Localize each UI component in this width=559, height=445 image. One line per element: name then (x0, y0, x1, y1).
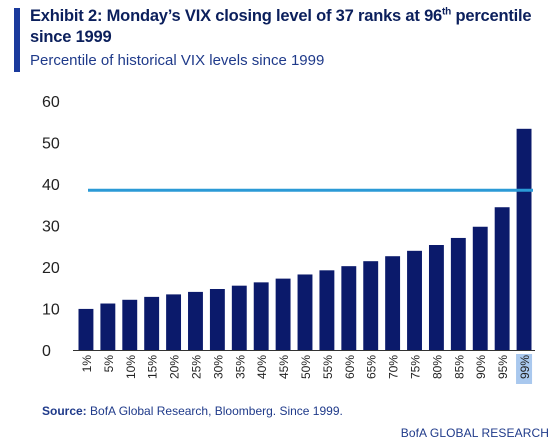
bar (100, 303, 116, 350)
bar (297, 274, 313, 350)
footer-brand: BofA GLOBAL RESEARCH (400, 426, 549, 440)
x-tick-label: 95% (496, 355, 510, 379)
x-tick-label: 45% (277, 355, 291, 379)
x-tick-label: 55% (321, 355, 335, 379)
bar (472, 226, 488, 350)
chart-title: Exhibit 2: Monday’s VIX closing level of… (30, 6, 550, 48)
x-tick-label: 99% (518, 355, 532, 379)
bar (341, 266, 357, 350)
x-tick-label: 5% (102, 355, 116, 373)
chart-subtitle: Percentile of historical VIX levels sinc… (30, 52, 325, 69)
bar (253, 282, 269, 350)
vix-percentile-chart: 0 10 20 30 40 50 60 1% 5% 10% 15% 20% 25% 30% 35% 40% 45… (42, 94, 535, 384)
source-text: BofA Global Research, Bloomberg. Since 1… (86, 404, 343, 418)
x-tick-label: 15% (146, 355, 160, 379)
x-tick-label: 40% (255, 355, 269, 379)
x-tick-label: 35% (233, 355, 247, 379)
title-end: percentile since 1999 (30, 7, 532, 46)
source-label: Source: (42, 404, 87, 418)
bar (231, 285, 247, 350)
bar (166, 294, 182, 350)
bar (363, 261, 379, 350)
x-tick-label: 25% (189, 355, 203, 379)
bar (188, 291, 203, 350)
x-tick-label: 50% (299, 355, 313, 379)
bar (407, 250, 422, 350)
highlight-tick-background (516, 354, 533, 384)
title-main: Exhibit 2: Monday’s VIX closing level of… (30, 7, 443, 25)
bar (385, 256, 401, 350)
bar (516, 128, 532, 350)
y-tick-label: 50 (42, 136, 60, 153)
x-tick-label: 80% (430, 355, 444, 379)
bar (450, 237, 466, 350)
bar (319, 270, 335, 350)
x-tick-label: 30% (211, 355, 225, 379)
x-tick-label: 75% (409, 355, 423, 379)
x-tick-label: 60% (343, 355, 357, 379)
bar (144, 296, 160, 350)
y-tick-label: 10 (42, 302, 60, 319)
title-accent-bar (14, 8, 20, 72)
x-tick-label: 70% (387, 355, 401, 379)
source-note: Source: BofA Global Research, Bloomberg.… (42, 404, 343, 418)
title-superscript: th (442, 6, 452, 18)
y-tick-label: 20 (42, 260, 60, 277)
bar (78, 308, 94, 350)
bar (209, 288, 225, 350)
x-tick-label: 1% (80, 355, 94, 373)
y-tick-label: 30 (42, 219, 60, 236)
bar (122, 299, 138, 350)
x-tick-label: 65% (365, 355, 379, 379)
x-tick-label: 85% (452, 355, 466, 379)
y-tick-label: 60 (42, 94, 60, 111)
x-tick-label: 90% (474, 355, 488, 379)
x-tick-label: 20% (168, 355, 182, 379)
x-tick-label: 10% (124, 355, 138, 379)
bar (275, 278, 291, 350)
bar (494, 207, 510, 350)
bar (428, 245, 444, 350)
y-tick-label: 0 (42, 343, 51, 360)
y-tick-label: 40 (42, 177, 60, 194)
